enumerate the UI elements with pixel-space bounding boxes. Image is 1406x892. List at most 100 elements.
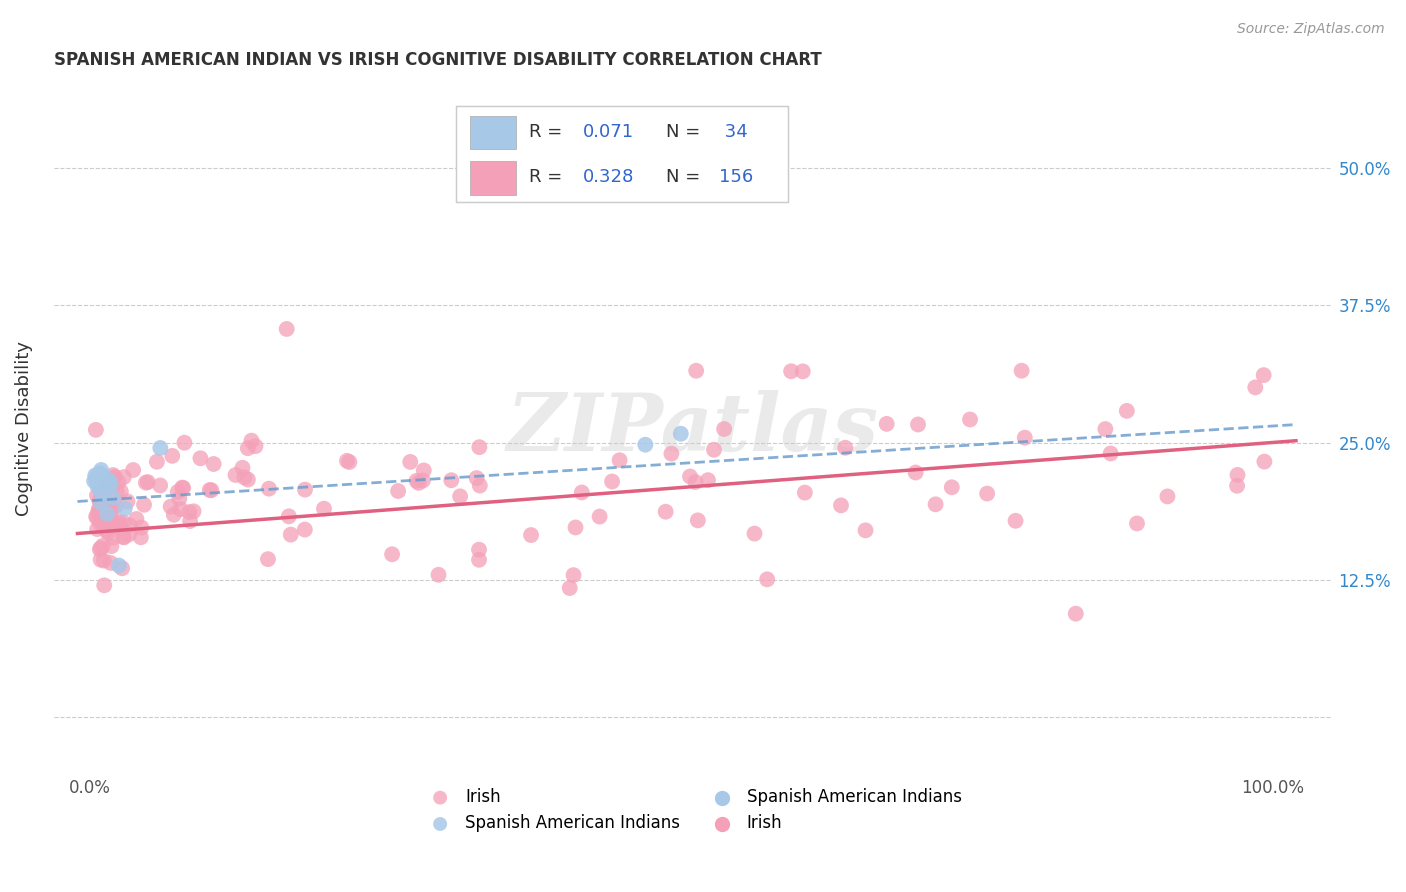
Irish <box>118 518 141 533</box>
Spanish American Indians <box>90 468 112 483</box>
Spanish American Indians <box>91 477 114 491</box>
Irish <box>440 473 463 487</box>
Irish <box>90 507 112 521</box>
Irish <box>558 581 581 595</box>
Spanish American Indians <box>90 479 112 493</box>
Irish <box>90 552 112 566</box>
Irish <box>105 484 128 499</box>
Irish <box>1126 516 1149 531</box>
Irish <box>118 527 141 541</box>
Spanish American Indians <box>89 467 111 481</box>
Irish <box>412 463 434 477</box>
Irish <box>86 522 108 536</box>
Irish <box>90 541 112 555</box>
Irish <box>89 495 111 509</box>
Irish <box>588 509 610 524</box>
Irish <box>1226 467 1249 482</box>
Spanish American Indians <box>96 507 118 521</box>
Irish <box>104 519 127 533</box>
Irish <box>233 470 256 484</box>
Irish <box>101 468 124 483</box>
Irish <box>136 475 159 489</box>
Irish <box>904 466 927 480</box>
Text: ZIPatlas: ZIPatlas <box>506 390 879 467</box>
Irish <box>200 483 222 498</box>
Spanish American Indians <box>94 474 117 488</box>
Irish <box>1099 446 1122 460</box>
Irish <box>1115 404 1137 418</box>
Spanish American Indians <box>84 468 107 483</box>
Irish <box>697 473 720 487</box>
Irish <box>336 454 359 468</box>
Irish <box>97 497 120 511</box>
Irish <box>117 494 139 508</box>
Irish <box>294 483 316 497</box>
Irish <box>245 439 267 453</box>
Irish <box>1014 431 1036 445</box>
Irish <box>96 479 118 493</box>
Irish <box>337 455 360 469</box>
Spanish American Indians <box>114 501 136 516</box>
Irish <box>190 451 212 466</box>
Irish <box>793 485 815 500</box>
Irish <box>703 442 725 457</box>
Irish <box>294 523 316 537</box>
Irish <box>169 491 191 506</box>
Irish <box>91 539 114 553</box>
Irish <box>1004 514 1026 528</box>
Irish <box>108 517 131 532</box>
Irish <box>236 473 259 487</box>
Irish <box>834 441 856 455</box>
Irish <box>468 553 491 567</box>
Irish <box>976 486 998 500</box>
Spanish American Indians <box>93 479 115 493</box>
Irish <box>257 552 280 566</box>
Spanish American Indians <box>96 479 118 493</box>
Irish <box>100 501 122 516</box>
Irish <box>132 498 155 512</box>
Spanish American Indians <box>87 470 110 484</box>
Irish <box>312 501 335 516</box>
Irish <box>412 474 434 488</box>
Irish <box>169 502 191 516</box>
Irish <box>468 478 491 492</box>
Irish <box>654 505 676 519</box>
Irish <box>103 517 125 532</box>
Irish <box>562 568 585 582</box>
Irish <box>564 520 586 534</box>
Irish <box>149 478 172 492</box>
Irish <box>129 530 152 544</box>
Irish <box>756 572 779 586</box>
Irish <box>183 504 205 518</box>
Irish <box>108 515 131 529</box>
Irish <box>90 515 112 529</box>
Irish <box>107 475 129 490</box>
Irish <box>240 434 263 448</box>
Spanish American Indians <box>91 470 114 484</box>
Spanish American Indians <box>149 441 172 455</box>
Irish <box>131 520 153 534</box>
Irish <box>1253 368 1275 383</box>
Irish <box>112 530 135 544</box>
Spanish American Indians <box>89 479 111 493</box>
Spanish American Indians <box>87 474 110 488</box>
Irish <box>225 468 247 483</box>
Irish <box>276 322 298 336</box>
Irish <box>1253 455 1275 469</box>
Irish <box>101 471 124 485</box>
Irish <box>830 499 852 513</box>
Irish <box>93 487 115 501</box>
Irish <box>125 512 148 526</box>
Spanish American Indians <box>93 474 115 488</box>
Irish <box>387 483 409 498</box>
Irish <box>277 509 299 524</box>
Spanish American Indians <box>86 479 108 493</box>
Irish <box>163 508 186 522</box>
Irish <box>465 471 488 485</box>
Text: Source: ZipAtlas.com: Source: ZipAtlas.com <box>1237 22 1385 37</box>
Irish <box>135 475 157 490</box>
Spanish American Indians <box>90 496 112 510</box>
Irish <box>468 542 491 557</box>
Irish <box>679 469 702 483</box>
Irish <box>468 440 491 454</box>
